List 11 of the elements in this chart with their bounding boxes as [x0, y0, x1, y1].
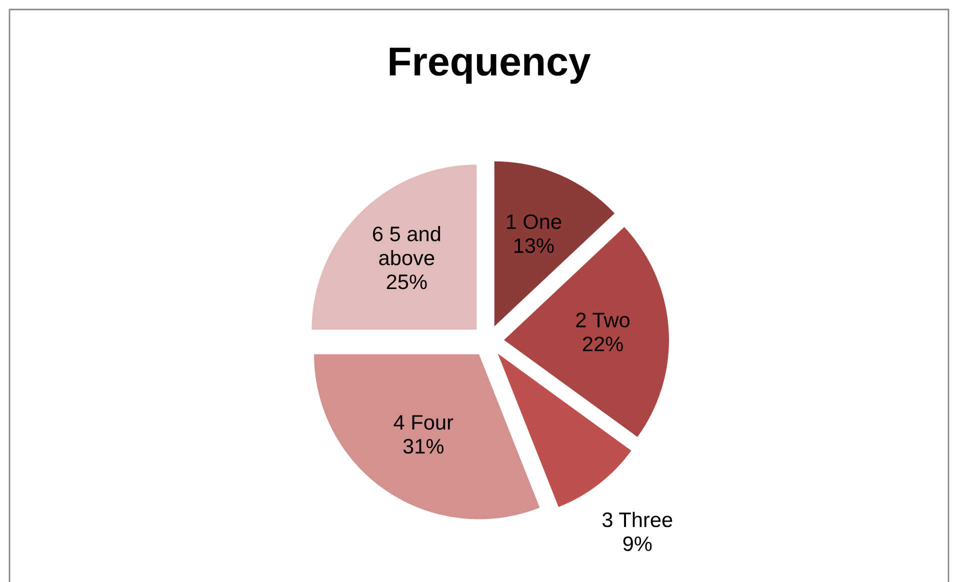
slice-label: 3 Three	[602, 512, 672, 528]
chart-title: Frequency	[390, 48, 591, 84]
slice-label: 1 One	[506, 214, 562, 230]
slice-label: 2 Two	[576, 312, 630, 328]
slice-label: 4 Four	[394, 415, 454, 430]
data-label: 9%	[623, 536, 652, 552]
data-label: 25%	[386, 274, 427, 290]
slice-label: 6 5 and above	[372, 226, 440, 266]
data-label: 22%	[582, 336, 623, 352]
data-label: 31%	[403, 438, 444, 454]
data-label: 13%	[514, 238, 554, 254]
